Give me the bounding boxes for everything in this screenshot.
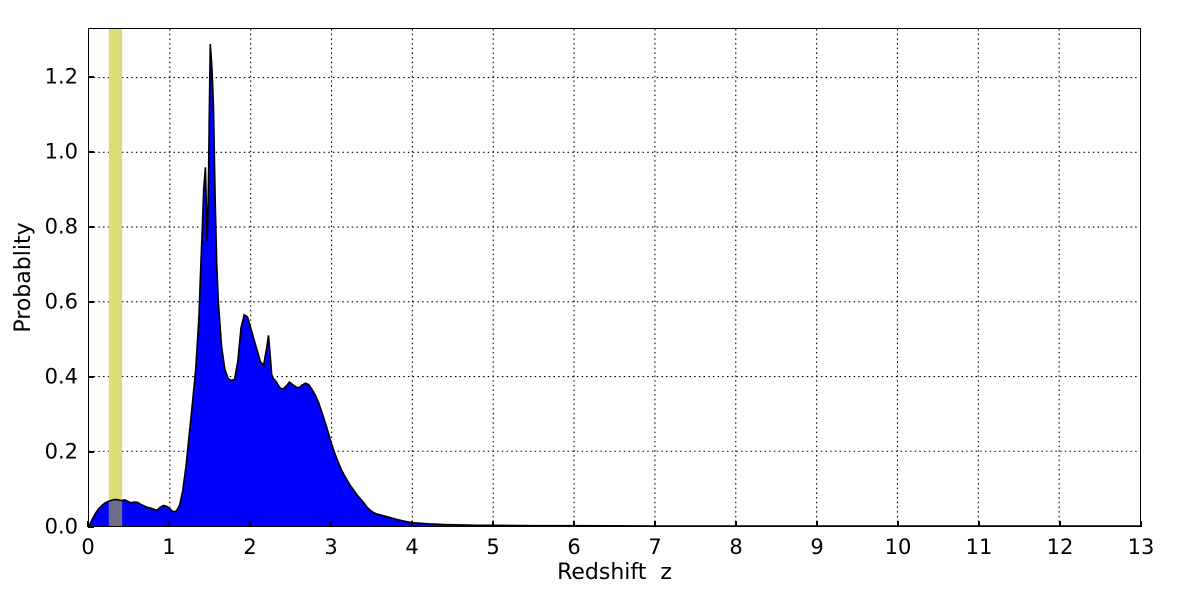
probability-fill — [89, 43, 1140, 526]
y-tick-mark — [88, 75, 94, 78]
x-tick-mark — [978, 521, 980, 527]
y-tick-label: 0.8 — [44, 214, 78, 239]
y-tick-label: 1.2 — [44, 64, 78, 89]
x-tick-label: 9 — [810, 535, 824, 559]
redshift-band-layer — [108, 29, 123, 526]
x-tick-label: 5 — [486, 535, 500, 559]
plot-area — [88, 28, 1141, 527]
x-tick-label: 1 — [162, 535, 176, 559]
redshift-band-overlap — [108, 43, 123, 526]
y-tick-mark — [88, 226, 94, 228]
x-tick-mark — [330, 521, 332, 527]
x-tick-label: 8 — [729, 535, 743, 559]
x-tick-mark — [573, 521, 575, 527]
x-tick-label: 7 — [648, 535, 662, 559]
y-tick-mark — [88, 301, 94, 303]
x-tick-label: 11 — [965, 535, 993, 559]
y-tick-label: 0.0 — [44, 514, 78, 539]
redshift-band — [108, 29, 123, 526]
x-tick-label: 0 — [81, 535, 95, 559]
x-tick-label: 12 — [1046, 535, 1074, 559]
x-tick-mark — [1059, 521, 1061, 527]
x-tick-label: 2 — [243, 535, 257, 559]
x-tick-mark — [735, 521, 737, 527]
x-tick-label: 13 — [1127, 535, 1155, 559]
x-axis-title: Redshift z — [557, 560, 672, 585]
x-tick-label: 10 — [884, 535, 912, 559]
gridlines — [89, 29, 1140, 526]
y-tick-mark — [88, 526, 94, 528]
y-tick-mark — [88, 451, 94, 453]
x-tick-label: 3 — [324, 535, 338, 559]
y-axis-title: Probablity — [11, 222, 36, 333]
x-tick-label: 4 — [405, 535, 419, 559]
y-tick-mark — [88, 376, 94, 378]
y-tick-mark — [88, 151, 94, 153]
probability-curve-layer — [89, 43, 1140, 526]
y-tick-label: 0.4 — [44, 364, 78, 389]
x-tick-mark — [492, 521, 494, 527]
x-tick-mark — [249, 521, 251, 527]
x-tick-mark — [1140, 521, 1142, 527]
x-tick-mark — [816, 521, 818, 527]
x-tick-mark — [897, 521, 899, 527]
x-tick-mark — [168, 521, 170, 527]
probability-outline — [89, 43, 1140, 526]
x-tick-mark — [87, 521, 89, 527]
y-tick-label: 0.2 — [44, 439, 78, 464]
x-tick-mark — [411, 521, 413, 527]
x-tick-mark — [654, 521, 656, 527]
x-tick-label: 6 — [567, 535, 581, 559]
y-tick-label: 0.6 — [44, 289, 78, 314]
y-tick-label: 1.0 — [44, 139, 78, 164]
